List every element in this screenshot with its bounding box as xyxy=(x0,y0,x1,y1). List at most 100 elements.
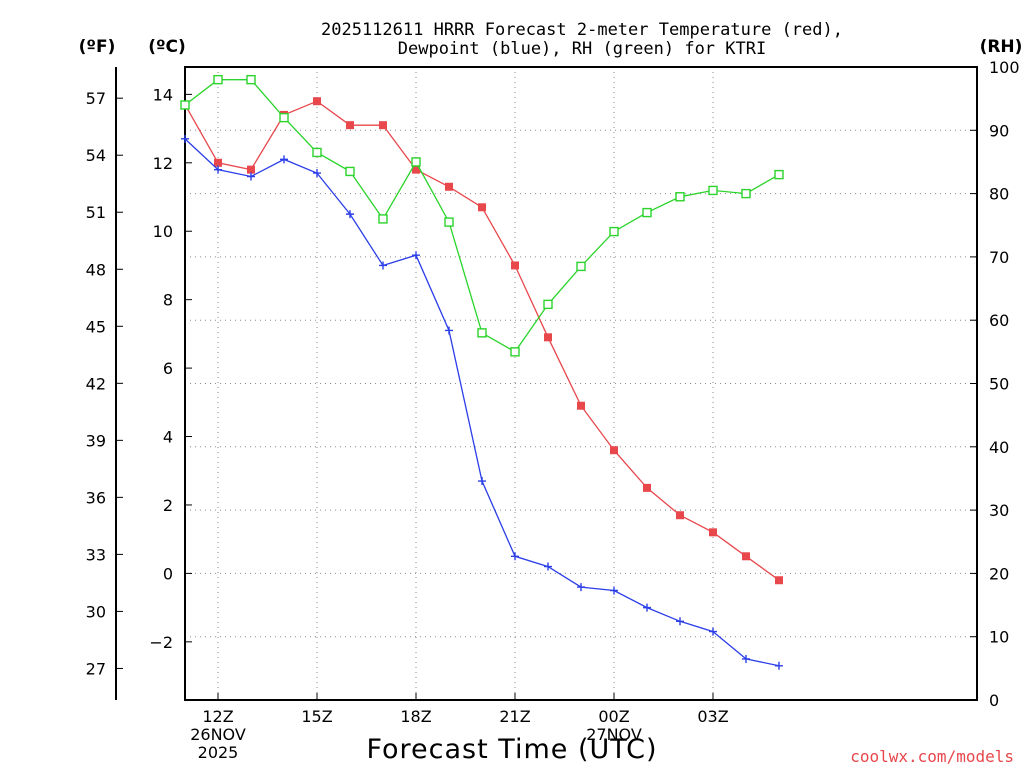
rh-tick-label: 90 xyxy=(989,121,1009,140)
rh-point xyxy=(279,112,289,123)
rh-point xyxy=(345,166,355,177)
rh-point xyxy=(576,261,586,272)
rh-point xyxy=(741,188,751,199)
series-line xyxy=(184,79,780,353)
dewpoint-point xyxy=(478,477,486,486)
fahrenheit-tick-label: 54 xyxy=(86,146,106,165)
rh-point xyxy=(675,192,685,202)
dewpoint-point xyxy=(676,617,684,626)
dewpoint-point xyxy=(511,552,519,561)
x-tick-label: 15Z xyxy=(301,707,332,726)
temperature-point xyxy=(577,401,585,410)
rh-point xyxy=(312,147,322,158)
dewpoint-point xyxy=(544,562,552,571)
rh-point xyxy=(444,217,454,227)
temperature-point xyxy=(610,446,618,455)
temperature-point xyxy=(214,158,222,167)
x-tick-label: 18Z xyxy=(400,707,431,726)
x-tick-label: 03Z xyxy=(697,707,728,726)
rh-point xyxy=(477,328,487,338)
rh-unit-label: (RH) xyxy=(980,37,1023,57)
dewpoint-point xyxy=(412,251,420,260)
celsius-tick-label: 4 xyxy=(163,428,173,447)
temperature-point xyxy=(709,528,717,537)
chart-title-line-1: 2025112611 HRRR Forecast 2-meter Tempera… xyxy=(321,20,843,40)
fahrenheit-tick-label: 36 xyxy=(86,488,106,507)
rh-tick-label: 0 xyxy=(989,691,999,710)
temperature-point xyxy=(676,511,684,520)
fahrenheit-tick-label: 30 xyxy=(86,602,106,621)
rh-tick-label: 100 xyxy=(989,58,1020,77)
temperature-point xyxy=(346,121,354,130)
fahrenheit-tick-label: 57 xyxy=(86,89,106,108)
dewpoint-point xyxy=(313,169,321,178)
rh-tick-label: 10 xyxy=(989,628,1009,647)
dewpoint-point xyxy=(709,627,717,636)
dewpoint-point xyxy=(610,586,618,595)
celsius-unit-label: (ºC) xyxy=(148,37,186,57)
temperature-point xyxy=(511,261,519,270)
x-axis-title: Forecast Time (UTC) xyxy=(366,734,657,765)
dewpoint-point xyxy=(247,172,255,181)
x-tick-label: 26NOV xyxy=(190,725,246,744)
series-layer xyxy=(180,74,784,670)
temperature-point xyxy=(775,576,783,585)
dewpoint-point xyxy=(181,134,189,143)
temperature-point xyxy=(445,182,453,191)
celsius-tick-label: 14 xyxy=(153,85,173,104)
dewpoint-point xyxy=(742,654,750,663)
celsius-tick-label: 6 xyxy=(163,359,173,378)
series-dewpoint xyxy=(181,134,783,670)
grid-lines xyxy=(185,67,977,700)
dewpoint-point xyxy=(577,583,585,592)
fahrenheit-tick-label: 48 xyxy=(86,260,106,279)
rh-point xyxy=(510,347,520,357)
rh-point xyxy=(378,214,388,224)
dewpoint-point xyxy=(445,326,453,335)
rh-tick-label: 20 xyxy=(989,564,1009,583)
rh-point xyxy=(642,207,652,218)
temperature-point xyxy=(379,121,387,130)
rh-point xyxy=(708,185,718,196)
dewpoint-point xyxy=(214,165,222,174)
fahrenheit-tick-label: 33 xyxy=(86,545,106,564)
temperature-point xyxy=(247,165,255,174)
source-credit: coolwx.com/models xyxy=(850,747,1014,766)
fahrenheit-tick-label: 51 xyxy=(86,203,106,222)
x-tick-label: 2025 xyxy=(198,743,239,762)
dewpoint-point xyxy=(379,261,387,270)
x-tick-label: 21Z xyxy=(499,707,530,726)
fahrenheit-tick-label: 45 xyxy=(86,317,106,336)
series-line xyxy=(184,100,780,581)
fahrenheit-tick-label: 42 xyxy=(86,374,106,393)
fahrenheit-unit-label: (ºF) xyxy=(79,37,116,57)
celsius-tick-label: 12 xyxy=(153,154,173,173)
rh-tick-label: 30 xyxy=(989,501,1009,520)
fahrenheit-tick-label: 39 xyxy=(86,431,106,450)
x-tick-label: 12Z xyxy=(202,707,233,726)
rh-tick-label: 50 xyxy=(989,375,1009,394)
rh-tick-label: 40 xyxy=(989,438,1009,457)
temperature-point xyxy=(412,165,420,174)
dewpoint-point xyxy=(346,210,354,219)
chart-title-line-2: Dewpoint (blue), RH (green) for KTRI xyxy=(398,39,766,59)
series-2-meter-temperature xyxy=(181,97,783,585)
x-tick-label: 27NOV xyxy=(586,725,642,744)
x-tick-label: 00Z xyxy=(598,707,629,726)
temperature-point xyxy=(643,483,651,492)
rh-tick-label: 80 xyxy=(989,185,1009,204)
temperature-point xyxy=(313,97,321,106)
rh-tick-label: 60 xyxy=(989,311,1009,330)
rh-point xyxy=(411,157,421,167)
rh-point xyxy=(609,226,619,237)
rh-point xyxy=(774,169,784,180)
fahrenheit-tick-label: 27 xyxy=(86,659,106,678)
celsius-tick-label: 2 xyxy=(163,496,173,515)
rh-point xyxy=(213,74,223,85)
series-relative-humidity xyxy=(180,74,784,357)
dewpoint-point xyxy=(775,661,783,670)
rh-point xyxy=(543,299,553,310)
celsius-tick-label: −2 xyxy=(149,633,173,652)
rh-point xyxy=(246,74,256,85)
